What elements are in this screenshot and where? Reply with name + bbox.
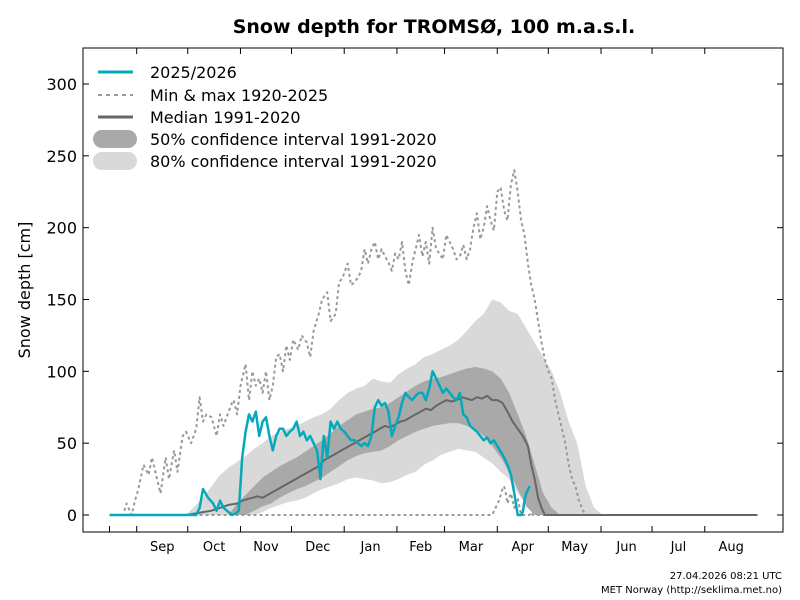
y-tick-label: 250 xyxy=(46,147,77,166)
legend-swatch xyxy=(93,130,137,148)
legend-label: Min & max 1920-2025 xyxy=(150,86,328,105)
y-tick-label: 50 xyxy=(57,434,77,453)
y-tick-label: 200 xyxy=(46,219,77,238)
x-tick-label-may: May xyxy=(561,540,588,555)
y-tick-label: 300 xyxy=(46,75,77,94)
legend-label: 50% confidence interval 1991-2020 xyxy=(150,130,437,149)
plot-area xyxy=(110,170,758,515)
x-tick-label-dec: Dec xyxy=(305,540,330,555)
x-tick-label-oct: Oct xyxy=(203,540,225,555)
x-tick-label-aug: Aug xyxy=(718,540,743,555)
legend: 2025/2026 Min & max 1920-2025 Median 1991-… xyxy=(93,63,437,171)
x-tick-label-apr: Apr xyxy=(512,540,535,555)
y-axis-label: Snow depth [cm] xyxy=(15,222,34,359)
chart-title: Snow depth for TROMSØ, 100 m.a.s.l. xyxy=(233,16,636,38)
legend-label: 2025/2026 xyxy=(150,63,237,82)
x-tick-label-jan: Jan xyxy=(360,540,381,555)
x-tick-label-jul: Jul xyxy=(670,540,687,555)
x-tick-label-jun: Jun xyxy=(615,540,636,555)
footer-timestamp: 27.04.2026 08:21 UTC xyxy=(670,571,782,582)
x-tick-label-nov: Nov xyxy=(253,540,279,555)
legend-item-median-1991-2020: Median 1991-2020 xyxy=(98,108,301,127)
x-tick-label-sep: Sep xyxy=(150,540,175,555)
legend-item-80-confidence-interval-1991-2020: 80% confidence interval 1991-2020 xyxy=(93,152,437,171)
footer-credit: MET Norway (http://seklima.met.no) xyxy=(601,585,782,596)
x-tick-label-mar: Mar xyxy=(459,540,484,555)
legend-label: Median 1991-2020 xyxy=(150,108,301,127)
series-min-max-1920-2025 xyxy=(110,170,758,515)
legend-swatch xyxy=(93,152,137,170)
legend-item-50-confidence-interval-1991-2020: 50% confidence interval 1991-2020 xyxy=(93,130,437,149)
y-tick-label: 0 xyxy=(67,506,77,525)
legend-item-min-max-1920-2025: Min & max 1920-2025 xyxy=(98,86,328,105)
y-tick-label: 150 xyxy=(46,291,77,310)
legend-item-2025-2026: 2025/2026 xyxy=(98,63,237,82)
x-tick-label-feb: Feb xyxy=(409,540,432,555)
legend-label: 80% confidence interval 1991-2020 xyxy=(150,152,437,171)
y-tick-label: 100 xyxy=(46,362,77,381)
